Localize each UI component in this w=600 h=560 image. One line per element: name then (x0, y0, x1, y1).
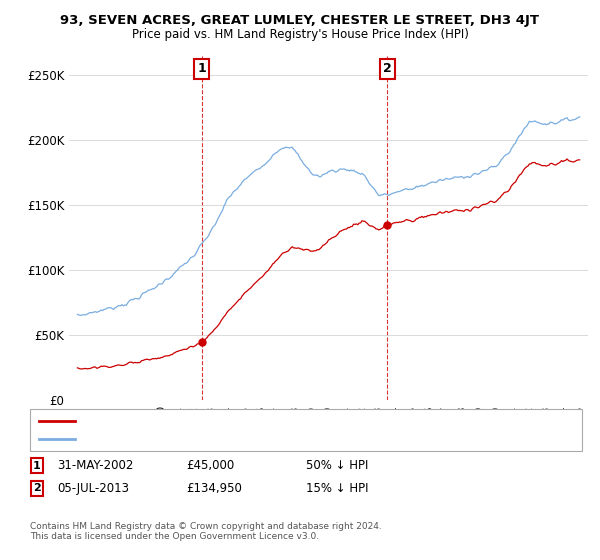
Text: 93, SEVEN ACRES, GREAT LUMLEY, CHESTER LE STREET, DH3 4JT (detached house): 93, SEVEN ACRES, GREAT LUMLEY, CHESTER L… (81, 416, 514, 426)
Text: 31-MAY-2002: 31-MAY-2002 (57, 459, 133, 473)
Text: Contains HM Land Registry data © Crown copyright and database right 2024.
This d: Contains HM Land Registry data © Crown c… (30, 522, 382, 542)
Text: Price paid vs. HM Land Registry's House Price Index (HPI): Price paid vs. HM Land Registry's House … (131, 28, 469, 41)
Text: 15% ↓ HPI: 15% ↓ HPI (306, 482, 368, 495)
Text: £134,950: £134,950 (186, 482, 242, 495)
Text: 93, SEVEN ACRES, GREAT LUMLEY, CHESTER LE STREET, DH3 4JT: 93, SEVEN ACRES, GREAT LUMLEY, CHESTER L… (61, 14, 539, 27)
Text: 2: 2 (383, 63, 391, 76)
Text: £45,000: £45,000 (186, 459, 234, 473)
Text: 1: 1 (197, 63, 206, 76)
Text: 2: 2 (33, 483, 41, 493)
Text: 50% ↓ HPI: 50% ↓ HPI (306, 459, 368, 473)
Text: 05-JUL-2013: 05-JUL-2013 (57, 482, 129, 495)
Text: HPI: Average price, detached house, County Durham: HPI: Average price, detached house, Coun… (81, 434, 356, 444)
Text: 1: 1 (33, 461, 41, 471)
